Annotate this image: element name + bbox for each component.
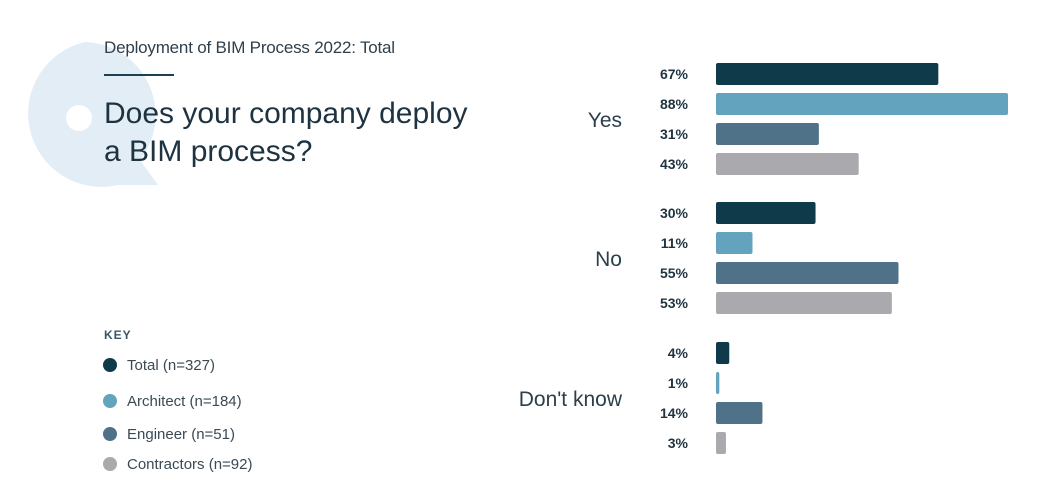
legend-label-architect: Architect (n=184) [127,392,242,410]
data-label-don-t-know-engineer: 14% [660,405,689,421]
bar-no-total [716,202,816,224]
legend-item-contractors: Contractors (n=92) [103,454,252,474]
legend-item-architect: Architect (n=184) [103,391,242,411]
legend-label-contractors: Contractors (n=92) [127,455,253,473]
legend-dot-architect [103,394,117,408]
legend-dot-engineer [103,427,117,441]
data-label-yes-architect: 88% [660,96,689,112]
bar-yes-contractors [716,153,859,175]
data-label-no-engineer: 55% [660,265,689,281]
bar-yes-engineer [716,123,819,145]
data-label-yes-total: 67% [660,66,689,82]
bar-yes-architect [716,93,1008,115]
bar-don-t-know-contractors [716,432,726,454]
bar-don-t-know-engineer [716,402,763,424]
data-label-yes-contractors: 43% [660,156,689,172]
bar-don-t-know-architect [716,372,720,394]
data-label-no-total: 30% [660,205,689,221]
data-label-don-t-know-total: 4% [668,345,689,361]
data-label-don-t-know-contractors: 3% [668,435,689,451]
category-label-don-t-know: Don't know [519,388,623,411]
bar-don-t-know-total [716,342,730,364]
legend-item-total: Total (n=327) [103,355,215,375]
chart-title: Does your company deploy a BIM process? [104,97,468,168]
legend-label-total: Total (n=327) [127,356,215,374]
legend-item-engineer: Engineer (n=51) [103,424,235,444]
category-label-no: No [595,248,622,271]
chart-subtitle: Deployment of BIM Process 2022: Total [104,38,395,57]
data-label-yes-engineer: 31% [660,126,689,142]
legend-dot-total [103,358,117,372]
legend-label-engineer: Engineer (n=51) [127,425,235,443]
data-label-no-contractors: 53% [660,295,689,311]
category-label-yes: Yes [588,109,622,132]
bar-no-engineer [716,262,899,284]
data-label-don-t-know-architect: 1% [668,375,689,391]
bar-no-architect [716,232,753,254]
data-label-no-architect: 11% [661,235,689,251]
quote-decoration-icon [28,42,158,187]
legend-dot-contractors [103,457,117,471]
bar-no-contractors [716,292,892,314]
bar-yes-total [716,63,939,85]
legend-title: KEY [104,328,132,342]
title-divider [104,74,174,76]
